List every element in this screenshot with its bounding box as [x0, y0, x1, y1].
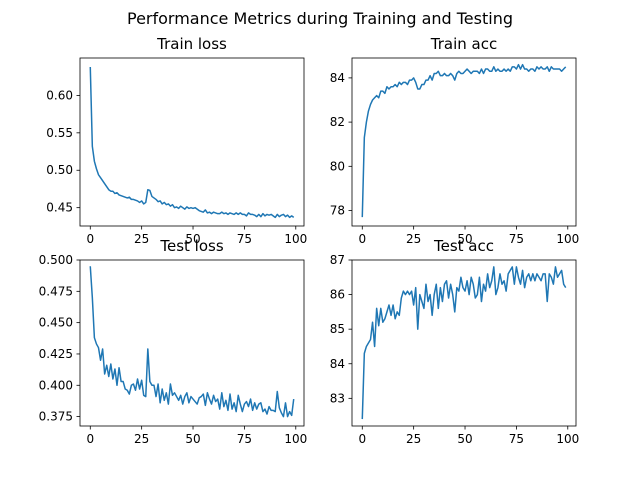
panel-test-acc: Test acc 0 25 50 75 100 83 84 85 86 87 [330, 237, 580, 446]
y-tick-label: 0.475 [39, 284, 73, 298]
y-tick-label: 0.500 [39, 253, 73, 267]
panel-title-test-acc: Test acc [433, 237, 494, 255]
y-tick-label: 84 [330, 357, 345, 371]
x-tick-label: 0 [358, 232, 366, 246]
x-tick-label: 100 [556, 432, 579, 446]
y-tick-label: 86 [330, 288, 345, 302]
x-tick-label: 75 [509, 432, 524, 446]
panel-title-train-acc: Train acc [430, 35, 497, 53]
series-line-0 [89, 66, 295, 219]
x-tick-label: 0 [358, 432, 366, 446]
x-tick-label: 100 [284, 232, 307, 246]
y-tick-label: 0.450 [39, 316, 73, 330]
x-tick-label: 50 [185, 232, 200, 246]
x-tick-label: 50 [457, 232, 472, 246]
x-tick-label: 25 [406, 232, 421, 246]
x-tick-label: 25 [134, 432, 149, 446]
series-line-0 [361, 63, 567, 218]
y-tick-label: 78 [330, 204, 345, 218]
y-tick-label: 82 [330, 115, 345, 129]
series-line-0 [89, 266, 295, 418]
x-tick-label: 0 [86, 232, 94, 246]
y-tick-label: 0.425 [39, 347, 73, 361]
x-tick-label: 50 [457, 432, 472, 446]
x-tick-label: 25 [406, 432, 421, 446]
x-tick-label: 100 [556, 232, 579, 246]
x-tick-label: 100 [284, 432, 307, 446]
panel-title-train-loss: Train loss [156, 35, 227, 53]
x-tick-label: 0 [86, 432, 94, 446]
axes-frame [79, 57, 305, 227]
axes-frame [351, 57, 577, 227]
series-line-0 [361, 266, 567, 420]
panel-title-test-loss: Test loss [159, 237, 223, 255]
y-tick-label: 0.375 [39, 410, 73, 424]
y-tick-label: 83 [330, 391, 345, 405]
x-tick-label: 75 [509, 232, 524, 246]
axes-frame [351, 259, 577, 427]
y-tick-label: 80 [330, 159, 345, 173]
x-tick-label: 50 [185, 432, 200, 446]
panel-train-acc: Train acc 0 25 50 75 100 78 80 82 84 [330, 35, 580, 246]
panel-test-loss: Test loss 0 25 50 75 100 0.375 0.400 0.425 0.450… [39, 237, 308, 446]
y-tick-label: 0.50 [46, 163, 73, 177]
y-tick-label: 84 [330, 71, 345, 85]
y-tick-label: 0.45 [46, 201, 73, 215]
y-tick-label: 0.55 [46, 126, 73, 140]
y-tick-label: 0.400 [39, 378, 73, 392]
x-tick-label: 75 [237, 432, 252, 446]
axes-frame [79, 259, 305, 427]
x-tick-label: 25 [134, 232, 149, 246]
y-tick-label: 87 [330, 253, 345, 267]
panel-train-loss: Train loss 0 25 50 75 100 0.45 0.50 0.55 0.60 [46, 35, 307, 246]
y-tick-label: 0.60 [46, 88, 73, 102]
figure-suptitle: Performance Metrics during Training and … [127, 9, 513, 28]
y-tick-label: 85 [330, 322, 345, 336]
x-tick-label: 75 [237, 232, 252, 246]
